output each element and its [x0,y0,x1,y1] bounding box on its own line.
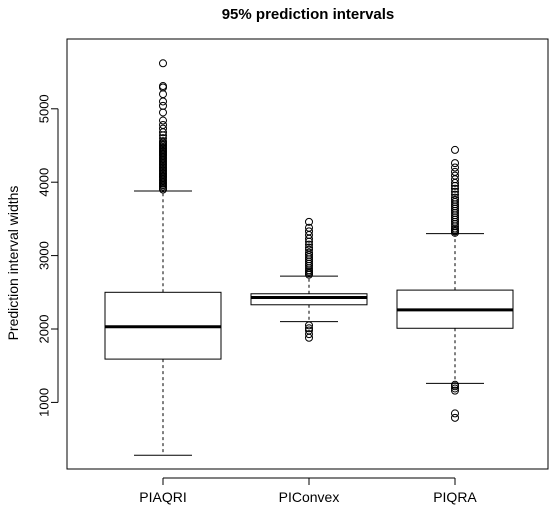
outlier-point [451,187,459,196]
outlier-point [159,137,167,146]
iqr-box [250,293,368,306]
outlier-point [305,243,313,252]
outlier-point [305,217,313,226]
outlier-point [159,82,167,91]
outlier-point [305,240,313,249]
outlier-point [305,227,313,236]
outlier-point [451,171,459,180]
y-tick-label: 3000 [37,241,52,270]
x-tick-label: PIQRA [433,489,477,505]
boxes [104,59,514,456]
chart-title: 95% prediction intervals [222,6,395,23]
outlier-point [451,195,459,204]
box-piaqri [104,59,222,456]
x-tick-label: PIConvex [279,489,340,505]
outlier-point [451,193,459,202]
outlier-point [451,413,459,422]
outlier-point [451,386,459,395]
x-tick-label: PIAQRI [139,489,186,505]
outlier-point [159,108,167,117]
box-piqra [396,145,514,422]
outlier-point [451,184,459,193]
outlier-point [305,324,313,333]
outlier-point [159,124,167,133]
outlier-point [159,134,167,143]
outlier-point [305,245,313,254]
outlier-point [305,223,313,232]
outlier-point [159,97,167,106]
outlier-point [159,116,167,125]
outlier-point [451,163,459,172]
outlier-point [451,380,459,389]
plot-frame [66,38,549,470]
outlier-point [451,167,459,176]
outlier-point [305,326,313,335]
y-axis: 1000 2000 3000 4000 5000 [37,94,59,417]
outlier-point [159,90,167,99]
outlier-point [451,409,459,418]
outlier-point [159,101,167,110]
y-tick-label: 1000 [37,388,52,417]
outlier-point [159,59,167,68]
outlier-point [451,384,459,393]
outlier-point [451,145,459,154]
box-piconvex [250,217,368,342]
outlier-point [305,321,313,330]
outlier-point [451,159,459,168]
y-tick-label: 2000 [37,315,52,344]
x-axis: PIAQRI PIConvex PIQRA [139,477,477,505]
outlier-point [159,120,167,129]
y-tick-label: 4000 [37,168,52,197]
outlier-point [451,190,459,199]
outlier-point [305,330,313,339]
y-axis-label: Prediction interval widths [5,186,21,341]
y-tick-label: 5000 [37,94,52,123]
outlier-point [305,248,313,257]
